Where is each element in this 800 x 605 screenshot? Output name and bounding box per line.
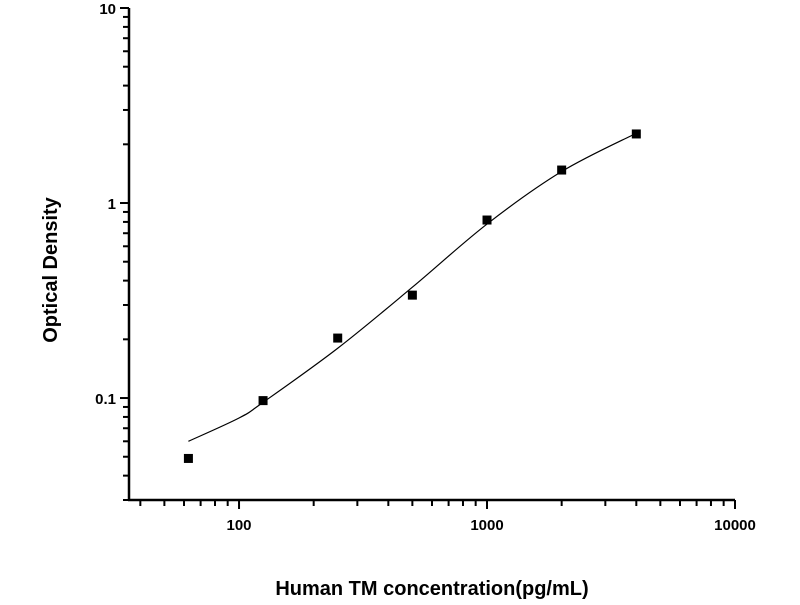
fit-curve xyxy=(188,132,637,442)
data-point xyxy=(258,396,268,406)
y-tick-label: 1 xyxy=(108,196,116,213)
data-point xyxy=(557,165,567,175)
data-point xyxy=(407,290,417,300)
x-tick-label: 100 xyxy=(227,517,252,534)
y-tick-label: 0.1 xyxy=(95,391,116,408)
x-axis-label: Human TM concentration(pg/mL) xyxy=(275,578,588,600)
y-tick-label: 10 xyxy=(99,1,116,18)
ticks: 100 1000 10000 0.1 1 10 xyxy=(95,1,756,534)
y-axis-label: Optical Density xyxy=(40,196,62,342)
data-point xyxy=(183,453,193,463)
data-point xyxy=(333,333,343,343)
data-points xyxy=(183,129,641,463)
x-tick-label: 10000 xyxy=(714,517,756,534)
data-point xyxy=(631,129,641,139)
x-tick-label: 1000 xyxy=(470,517,503,534)
data-point xyxy=(482,215,492,225)
